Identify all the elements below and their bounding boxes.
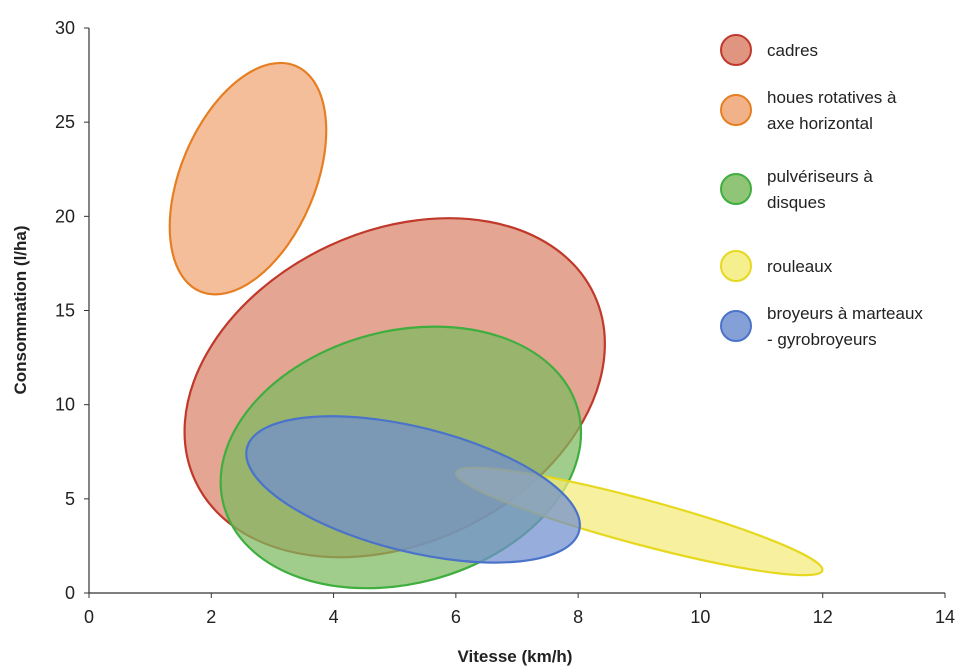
legend: cadres houes rotatives à axe horizontal pul…	[720, 34, 923, 349]
legend-label-1: houes rotatives à	[767, 88, 897, 107]
y-tick-label: 30	[55, 18, 75, 38]
x-axis-title: Vitesse (km/h)	[458, 647, 573, 666]
legend-swatch-4	[720, 310, 752, 342]
legend-label-2: pulvériseurs à	[767, 167, 873, 186]
legend-label-3: rouleaux	[767, 257, 833, 276]
legend-swatch-3	[720, 250, 752, 282]
legend-swatch-1	[720, 94, 752, 126]
x-tick-label: 14	[935, 607, 955, 627]
series-region-4	[245, 415, 581, 564]
y-tick-label: 15	[55, 301, 75, 321]
y-tick-label: 5	[65, 489, 75, 509]
x-tick-label: 10	[690, 607, 710, 627]
series-region-1	[168, 61, 328, 296]
legend-label-2: disques	[767, 193, 826, 212]
legend-label-0: cadres	[767, 41, 818, 60]
x-tick-labels: 0 2 4 6 8 10 12 14	[84, 593, 955, 627]
legend-label-4: broyeurs à marteaux	[767, 304, 923, 323]
x-tick-label: 8	[573, 607, 583, 627]
legend-label-1: axe horizontal	[767, 114, 873, 133]
x-tick-label: 0	[84, 607, 94, 627]
x-tick-label: 6	[451, 607, 461, 627]
x-tick-label: 2	[206, 607, 216, 627]
x-tick-label: 12	[813, 607, 833, 627]
y-tick-label: 10	[55, 395, 75, 415]
legend-label-4: - gyrobroyeurs	[767, 330, 877, 349]
y-tick-label: 20	[55, 206, 75, 226]
series-regions	[168, 61, 824, 590]
y-tick-label: 0	[65, 583, 75, 603]
legend-swatch-0	[720, 34, 752, 66]
y-tick-labels: 0 5 10 15 20 25 30	[55, 18, 89, 603]
y-axis-title: Consommation (l/ha)	[11, 225, 30, 394]
y-tick-label: 25	[55, 112, 75, 132]
x-tick-label: 4	[329, 607, 339, 627]
legend-swatch-2	[720, 173, 752, 205]
